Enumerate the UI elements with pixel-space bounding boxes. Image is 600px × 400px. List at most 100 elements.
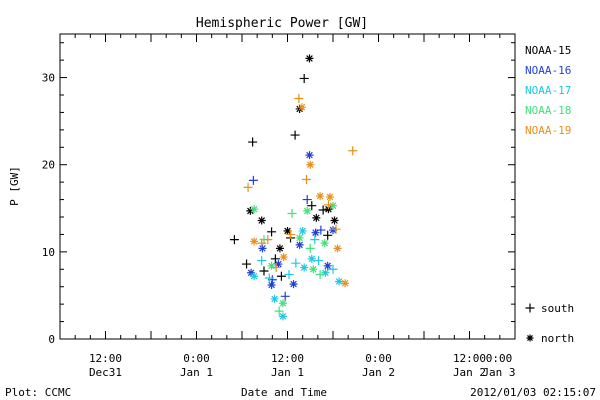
south-point-noaa-15: [318, 205, 328, 215]
south-point-noaa-19: [271, 263, 281, 273]
marker-legend-label: north: [541, 332, 574, 345]
y-axis-label: P [GW]: [8, 166, 21, 206]
footer-credit: Plot: CCMC: [5, 386, 71, 399]
star-marker-icon: [526, 334, 534, 342]
north-point-noaa-16: [311, 228, 320, 237]
north-point-noaa-17: [321, 268, 330, 277]
south-point-noaa-15: [229, 235, 239, 245]
chart-title: Hemispheric Power [GW]: [196, 16, 368, 31]
legend: NOAA-15 NOAA-16 NOAA-17 NOAA-18 NOAA-19: [525, 44, 571, 137]
north-point-noaa-18: [309, 265, 318, 274]
south-point-noaa-15: [307, 201, 317, 211]
north-point-noaa-15: [275, 244, 284, 253]
x-tick-date-label: Jan 2: [453, 366, 486, 379]
plus-marker-icon: [525, 303, 535, 313]
north-point-noaa-17: [300, 263, 309, 272]
x-tick-label: 12:00: [89, 352, 122, 365]
north-point-noaa-15: [305, 54, 314, 63]
legend-entry: NOAA-18: [525, 104, 571, 117]
north-point-noaa-18: [295, 233, 304, 242]
south-point-noaa-19: [323, 200, 333, 210]
footer-timestamp: 2012/01/03 02:15:07: [470, 386, 596, 399]
south-point-noaa-17: [257, 256, 267, 266]
marker-legend-label: south: [541, 302, 574, 315]
north-point-noaa-18: [267, 261, 276, 270]
north-point-noaa-15: [312, 213, 321, 222]
north-point-noaa-15: [246, 206, 255, 215]
y-tick-label: 30: [42, 72, 55, 85]
north-point-noaa-16: [274, 260, 283, 269]
south-point-noaa-17: [284, 270, 294, 280]
south-point-noaa-19: [294, 93, 304, 103]
x-tick-date-label: Jan 1: [271, 366, 304, 379]
y-tick-label: 20: [42, 159, 55, 172]
y-tick-label: 0: [48, 333, 55, 346]
x-tick-label: 0:00: [365, 352, 392, 365]
north-point-noaa-17: [298, 226, 307, 235]
x-tick-label: 0:00: [183, 352, 210, 365]
legend-entry: NOAA-17: [525, 84, 571, 97]
south-point-noaa-16: [316, 225, 326, 235]
north-point-noaa-16: [323, 261, 332, 270]
south-point-noaa-17: [310, 235, 320, 245]
south-point-noaa-19: [257, 238, 267, 248]
x-tick-date-label: Dec31: [89, 366, 122, 379]
north-point-noaa-18: [250, 205, 259, 214]
south-point-noaa-15: [267, 227, 277, 237]
x-tick-label: 12:00: [453, 352, 486, 365]
south-point-noaa-18: [274, 306, 284, 316]
north-point-noaa-16: [329, 226, 337, 235]
north-point-noaa-17: [307, 254, 316, 263]
north-point-noaa-18: [278, 299, 287, 308]
south-point-noaa-17: [314, 256, 324, 266]
y-tick-label: 10: [42, 246, 55, 259]
south-point-noaa-16: [280, 291, 290, 301]
south-point-noaa-15: [276, 271, 286, 281]
north-point-noaa-17: [270, 294, 279, 303]
legend-entry: NOAA-16: [525, 64, 571, 77]
north-point-noaa-18: [329, 201, 337, 210]
x-tick-date-label: Jan 2: [362, 366, 395, 379]
north-point-noaa-16: [267, 280, 276, 289]
north-point-noaa-15: [283, 226, 292, 235]
north-point-noaa-16: [258, 244, 267, 253]
south-point-noaa-18: [305, 243, 315, 253]
north-point-noaa-19: [325, 192, 334, 201]
south-point-noaa-19: [286, 229, 296, 239]
x-tick-label: 12:00: [271, 352, 304, 365]
south-point-noaa-18: [315, 270, 325, 280]
south-point-noaa-19: [263, 235, 273, 245]
legend-entry: NOAA-15: [525, 44, 571, 57]
north-point-noaa-17: [335, 277, 344, 286]
north-point-noaa-19: [279, 253, 288, 262]
south-point-noaa-19: [301, 175, 311, 185]
south-point-noaa-15: [290, 130, 300, 140]
north-point-noaa-15: [330, 216, 339, 225]
south-point-noaa-16: [302, 195, 312, 205]
marker-legend: south north: [525, 302, 574, 345]
south-point-noaa-15: [299, 73, 309, 83]
north-point-noaa-19: [306, 160, 315, 169]
north-point-noaa-17: [278, 312, 287, 321]
north-point-noaa-16: [295, 240, 304, 249]
north-point-noaa-16: [289, 280, 298, 289]
north-point-noaa-19: [333, 244, 342, 253]
x-tick-date-label: Jan 3: [482, 366, 515, 379]
x-tick-label: 0:00: [486, 352, 513, 365]
north-point-noaa-19: [297, 103, 306, 112]
north-point-noaa-19: [250, 237, 259, 246]
south-point-noaa-15: [248, 137, 258, 147]
north-point-noaa-16: [247, 268, 256, 277]
south-point-noaa-17: [291, 258, 301, 268]
north-point-noaa-18: [303, 206, 312, 215]
north-point-noaa-19: [341, 279, 350, 288]
north-point-noaa-15: [257, 216, 266, 225]
south-point-noaa-17: [328, 264, 338, 274]
data-points: [229, 54, 358, 321]
north-point-noaa-17: [250, 272, 259, 281]
x-tick-date-label: Jan 1: [180, 366, 213, 379]
south-point-noaa-15: [323, 230, 333, 240]
south-point-noaa-19: [243, 182, 253, 192]
